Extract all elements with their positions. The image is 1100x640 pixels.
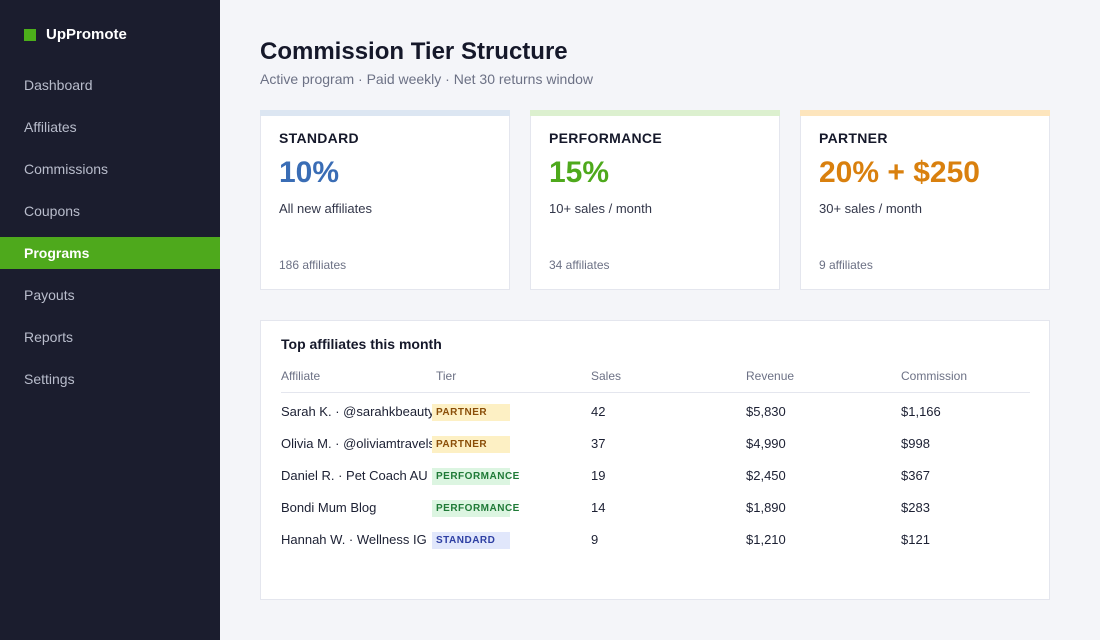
tier-name: PERFORMANCE [549,130,662,146]
tier-affiliate-count: 9 affiliates [819,258,873,272]
sidebar-item-programs[interactable]: Programs [0,237,220,269]
brand[interactable]: UpPromote [24,26,127,43]
sidebar-item-reports[interactable]: Reports [24,329,74,345]
revenue-value: $1,890 [746,500,786,515]
sidebar-item-commissions[interactable]: Commissions [24,161,109,177]
sidebar: UpPromote Dashboard Affiliates Commissio… [0,0,220,640]
tier-accent-bar [260,110,510,116]
revenue-value: $4,990 [746,436,786,451]
brand-logo-icon [24,28,36,41]
brand-name: UpPromote [46,26,127,43]
column-header-revenue[interactable]: Revenue [746,369,795,383]
commission-value: $1,166 [901,404,941,419]
column-header-affiliate[interactable]: Affiliate [281,369,321,383]
page-subtitle: Active program · Paid weekly · Net 30 re… [260,71,594,87]
commission-value: $121 [901,532,930,547]
tier-card-performance[interactable]: PERFORMANCE 15% 10+ sales / month 34 aff… [530,110,780,290]
column-header-commission[interactable]: Commission [901,369,968,383]
revenue-value: $5,830 [746,404,786,419]
tier-card-partner[interactable]: PARTNER 20% + $250 30+ sales / month 9 a… [800,110,1050,290]
tier-card-standard[interactable]: STANDARD 10% All new affiliates 186 affi… [260,110,510,290]
sidebar-item-coupons[interactable]: Coupons [24,203,81,219]
sidebar-item-dashboard[interactable]: Dashboard [24,77,93,93]
tier-badge: PERFORMANCE [432,500,519,517]
tier-badge: STANDARD [432,532,510,549]
tier-requirement: All new affiliates [279,201,372,216]
sales-value: 19 [591,468,606,483]
tier-name: STANDARD [279,130,359,146]
revenue-value: $1,210 [746,532,786,547]
commission-value: $367 [901,468,930,483]
sidebar-item-affiliates[interactable]: Affiliates [24,119,77,135]
table-row[interactable]: Olivia M. · @oliviamtravels PARTNER 37 $… [261,428,1051,460]
sidebar-item-settings[interactable]: Settings [24,371,75,387]
table-row[interactable]: Hannah W. · Wellness IG STANDARD 9 $1,21… [261,524,1051,556]
affiliate-name: Sarah K. · @sarahkbeauty [281,404,433,419]
commission-value: $283 [901,500,930,515]
tier-badge: PARTNER [432,404,510,421]
sales-value: 9 [591,532,599,547]
tier-requirement: 10+ sales / month [549,201,652,216]
sales-value: 37 [591,436,606,451]
column-header-tier[interactable]: Tier [436,369,457,383]
table-header-divider [281,392,1030,393]
sales-value: 14 [591,500,606,515]
sales-value: 42 [591,404,606,419]
tier-rate: 20% + $250 [819,156,980,189]
tier-accent-bar [530,110,780,116]
page-title: Commission Tier Structure [260,38,568,65]
tier-requirement: 30+ sales / month [819,201,922,216]
revenue-value: $2,450 [746,468,786,483]
tier-badge: PERFORMANCE [432,468,519,485]
tier-badge: PARTNER [432,436,510,453]
tier-rate: 15% [549,156,610,189]
panel-title: Top affiliates this month [281,336,442,352]
tier-affiliate-count: 186 affiliates [279,258,347,272]
table-row[interactable]: Bondi Mum Blog PERFORMANCE 14 $1,890 $28… [261,492,1051,524]
tier-affiliate-count: 34 affiliates [549,258,610,272]
table-row[interactable]: Daniel R. · Pet Coach AU PERFORMANCE 19 … [261,460,1051,492]
tier-accent-bar [800,110,1050,116]
affiliate-name: Daniel R. · Pet Coach AU [281,468,428,483]
affiliate-name: Hannah W. · Wellness IG [281,532,427,547]
sidebar-item-payouts[interactable]: Payouts [24,287,75,303]
commission-value: $998 [901,436,930,451]
top-affiliates-panel: Top affiliates this month Affiliate Tier… [260,320,1050,600]
table-row[interactable]: Sarah K. · @sarahkbeauty PARTNER 42 $5,8… [261,396,1051,428]
tier-name: PARTNER [819,130,888,146]
affiliate-name: Olivia M. · @oliviamtravels [281,436,433,451]
main-content: Commission Tier Structure Active program… [220,0,1100,640]
tier-rate: 10% [279,156,340,189]
column-header-sales[interactable]: Sales [591,369,622,383]
affiliate-name: Bondi Mum Blog [281,500,377,515]
sidebar-nav: Dashboard Affiliates Commissions Coupons… [0,64,220,400]
